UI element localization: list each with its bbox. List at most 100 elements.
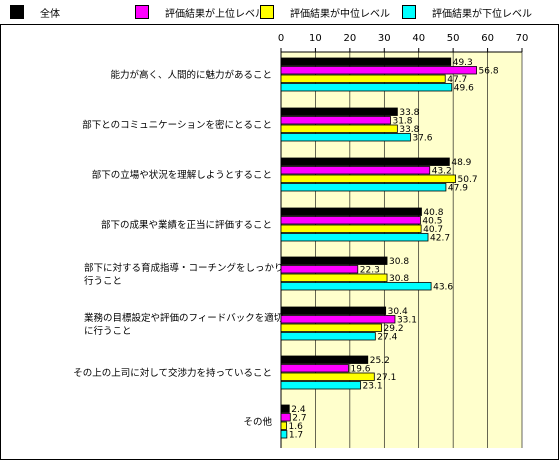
value-label: 2.4: [291, 405, 306, 415]
value-label: 19.6: [350, 365, 370, 375]
bar: [280, 265, 359, 274]
x-tick-label: 70: [516, 33, 529, 44]
value-label: 30.8: [389, 274, 409, 284]
category-label: 部下の立場や状況を理解しようとすること: [92, 169, 272, 181]
legend-item-1: 評価結果が上位レベル: [135, 4, 265, 20]
value-label: 50.7: [458, 175, 478, 185]
bar: [280, 166, 431, 175]
value-label: 2.7: [292, 414, 306, 424]
bar: [280, 116, 391, 125]
category-label: 部下の成果や業績を正当に評価すること: [101, 219, 272, 231]
bar: [280, 430, 288, 439]
value-label: 22.3: [360, 266, 380, 276]
value-label: 30.4: [388, 307, 408, 317]
value-label: 31.8: [392, 117, 412, 127]
value-label: 42.7: [430, 234, 450, 244]
x-tick-label: 0: [278, 33, 284, 44]
value-label: 29.2: [384, 324, 404, 334]
bar: [280, 233, 429, 242]
legend-swatch-2: [260, 5, 274, 19]
value-label: 30.8: [389, 257, 409, 267]
bar: [280, 183, 447, 192]
bar: [280, 323, 382, 332]
bar: [280, 133, 411, 142]
value-label: 43.2: [432, 167, 452, 177]
value-label: 1.6: [289, 422, 304, 432]
value-label: 40.7: [423, 225, 443, 235]
bar: [280, 315, 396, 324]
bar: [280, 157, 450, 166]
bar: [280, 421, 287, 430]
value-label: 33.1: [397, 316, 417, 326]
legend-item-0: 全体: [10, 4, 60, 20]
legend-swatch-1: [135, 5, 149, 19]
bar: [280, 216, 421, 225]
value-label: 37.6: [412, 134, 432, 144]
bar: [280, 74, 446, 83]
category-label-line: 業務の目標設定や評価のフィードバックを適切: [84, 312, 283, 324]
legend-swatch-3: [402, 5, 416, 19]
value-label: 48.9: [451, 158, 471, 168]
bar: [280, 413, 291, 422]
value-label: 27.4: [377, 333, 397, 343]
x-tick-label: 30: [378, 33, 391, 44]
chart-border: [0, 24, 559, 460]
legend-swatch-0: [10, 5, 24, 19]
x-tick-label: 60: [481, 33, 494, 44]
legend-label-1: 評価結果が上位レベル: [165, 8, 265, 20]
bar: [280, 83, 453, 92]
category-label-line: その他: [243, 416, 272, 428]
bar: [280, 107, 398, 116]
x-tick-label: 20: [343, 33, 356, 44]
category-label-line: 部下の立場や状況を理解しようとすること: [92, 169, 272, 181]
x-tick-label: 50: [447, 33, 460, 44]
legend-item-2: 評価結果が中位レベル: [260, 4, 390, 20]
bar: [280, 224, 422, 233]
value-label: 33.8: [399, 125, 419, 135]
bar: [280, 207, 422, 216]
value-label: 47.7: [447, 75, 467, 85]
bar: [280, 332, 376, 341]
category-label-line: に行うこと: [84, 325, 132, 337]
bar: [280, 306, 387, 315]
value-label: 49.3: [453, 58, 473, 68]
bar: [280, 364, 349, 373]
value-label: 25.2: [370, 356, 390, 366]
bar: [280, 282, 432, 291]
category-label: 業務の目標設定や評価のフィードバックを適切に行うこと: [84, 312, 283, 337]
category-label: 能力が高く、人間的に魅力があること: [110, 69, 272, 81]
value-label: 1.7: [289, 431, 303, 441]
category-label-line: 部下とのコミュニケーションを密にとること: [82, 119, 272, 131]
value-label: 23.1: [363, 382, 383, 392]
bar: [280, 124, 398, 133]
bar: [280, 381, 361, 390]
bar: [280, 256, 388, 265]
value-label: 40.5: [422, 217, 442, 227]
bar: [280, 66, 477, 75]
category-label: 部下に対する育成指導・コーチングをしっかり行うこと: [84, 262, 284, 287]
bar: [280, 174, 456, 183]
value-label: 33.8: [399, 108, 419, 118]
legend-label-0: 全体: [40, 8, 60, 20]
x-tick-label: 10: [309, 33, 322, 44]
category-label: その上の上司に対して交渉力を持っていること: [73, 367, 272, 379]
value-label: 56.8: [479, 67, 499, 77]
category-label-line: 能力が高く、人間的に魅力があること: [110, 69, 272, 81]
value-label: 27.1: [376, 373, 396, 383]
value-label: 47.9: [448, 184, 468, 194]
category-label-line: 部下の成果や業績を正当に評価すること: [101, 219, 272, 231]
legend-label-3: 評価結果が下位レベル: [432, 8, 532, 20]
category-label-line: 部下に対する育成指導・コーチングをしっかり: [84, 262, 284, 274]
value-label: 49.6: [454, 84, 474, 94]
value-label: 40.8: [423, 208, 443, 218]
legend-label-2: 評価結果が中位レベル: [290, 8, 390, 20]
category-label: 部下とのコミュニケーションを密にとること: [82, 119, 272, 131]
bar: [280, 57, 452, 66]
bar: [280, 273, 388, 282]
x-tick-label: 40: [412, 33, 425, 44]
bar: [280, 355, 369, 364]
value-label: 43.6: [433, 283, 453, 293]
legend-item-3: 評価結果が下位レベル: [402, 4, 532, 20]
